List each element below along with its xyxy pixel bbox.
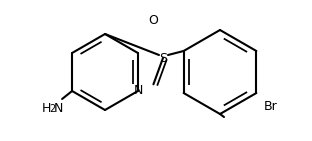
- Text: O: O: [148, 14, 158, 27]
- Text: N: N: [54, 102, 63, 114]
- Text: 2: 2: [50, 104, 56, 114]
- Text: H: H: [42, 102, 51, 114]
- Text: S: S: [159, 51, 167, 64]
- Text: Br: Br: [264, 101, 278, 114]
- Text: N: N: [133, 83, 143, 96]
